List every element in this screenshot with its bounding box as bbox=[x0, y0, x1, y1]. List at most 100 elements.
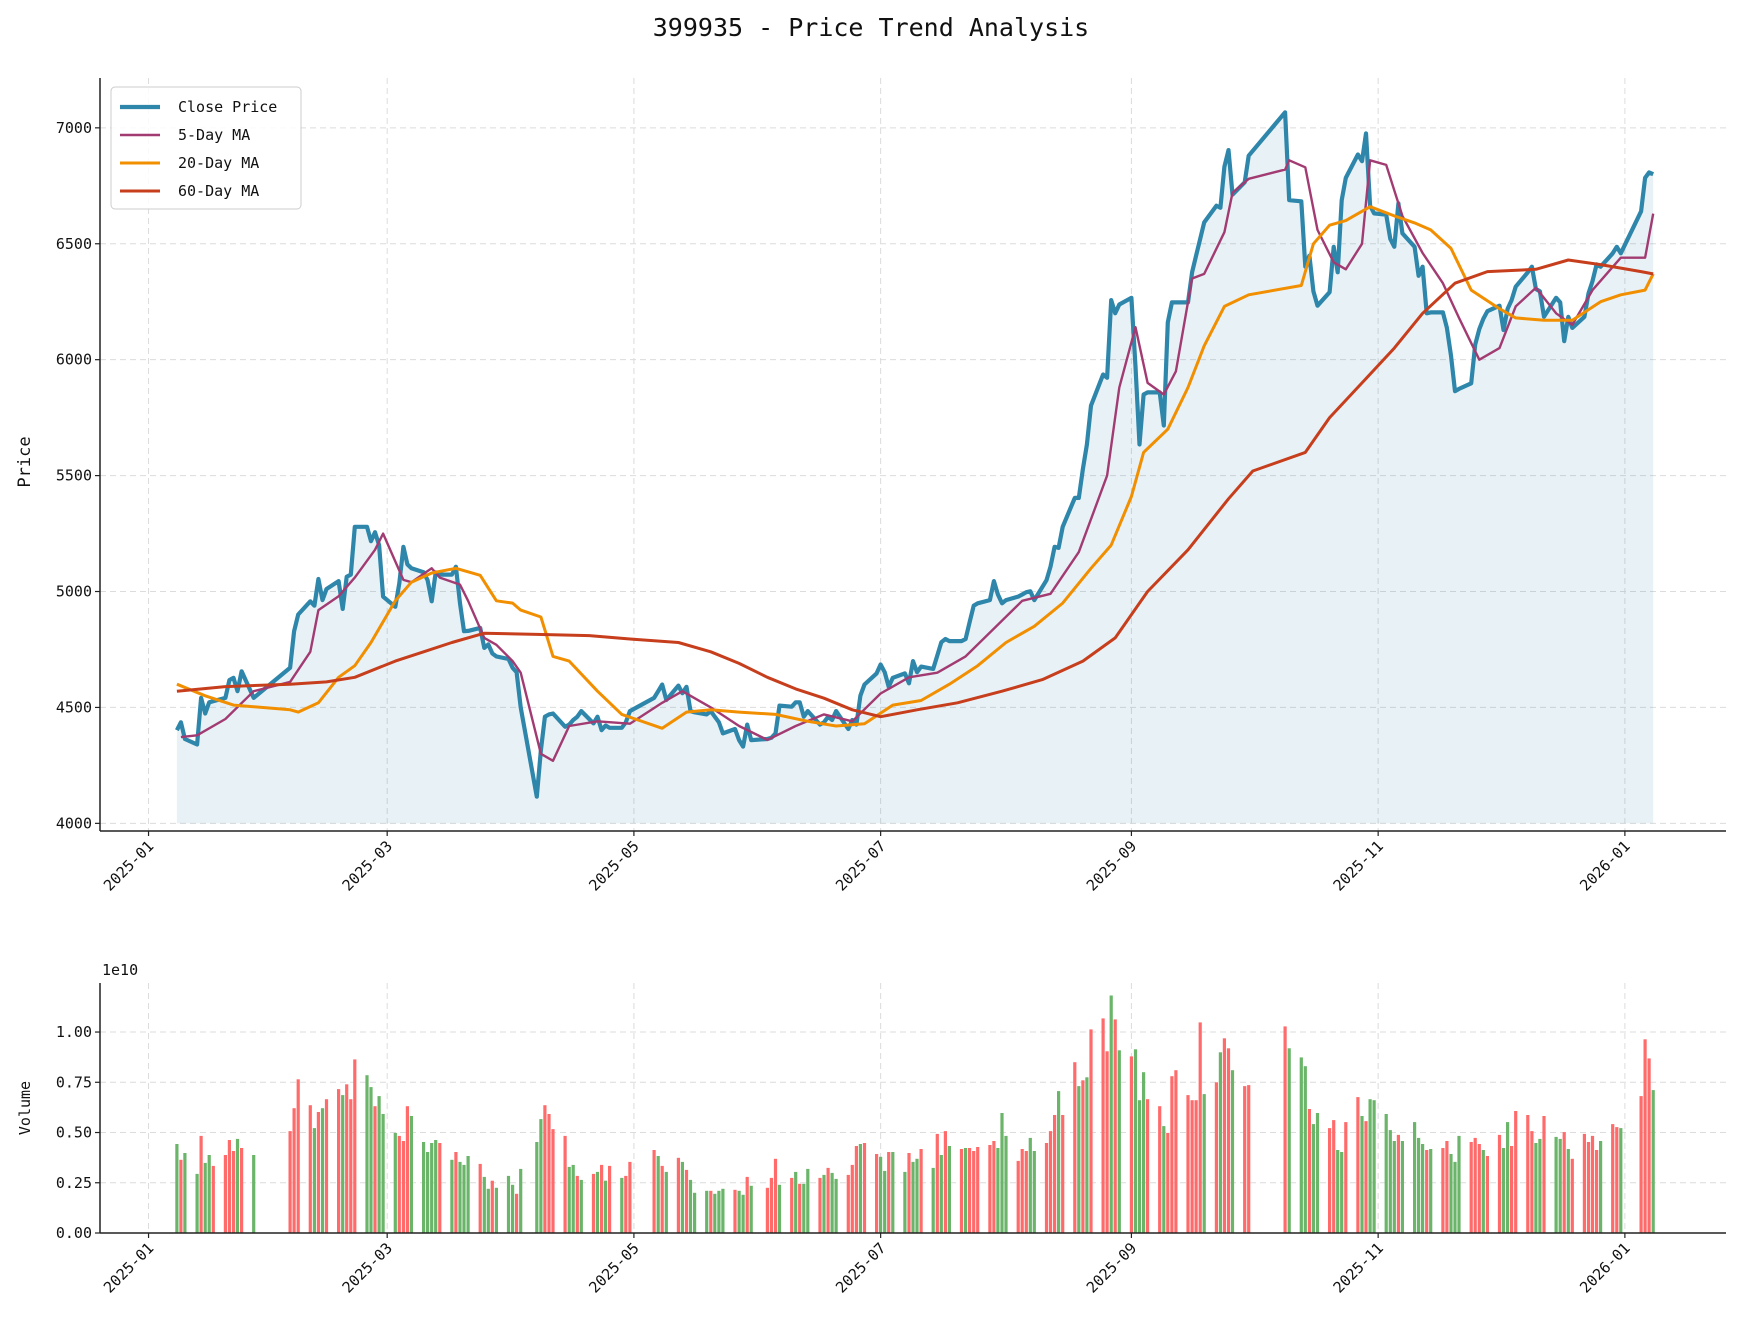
volume-bar bbox=[992, 1141, 996, 1233]
volume-bar bbox=[769, 1177, 773, 1233]
y-tick-label: 4000 bbox=[56, 814, 92, 832]
volume-bar bbox=[543, 1105, 547, 1233]
volume-bar bbox=[1473, 1137, 1477, 1233]
y-tick-label: 5000 bbox=[56, 583, 92, 601]
volume-bar bbox=[1073, 1062, 1077, 1233]
volume-bar bbox=[1501, 1148, 1506, 1233]
legend-label: 5-Day MA bbox=[178, 126, 250, 144]
volume-bar bbox=[798, 1183, 802, 1233]
volume-bar bbox=[915, 1158, 919, 1233]
volume-bar bbox=[733, 1189, 737, 1233]
volume-bar bbox=[1105, 1051, 1109, 1233]
volume-bar bbox=[1514, 1111, 1518, 1233]
volume-bar bbox=[1566, 1149, 1570, 1233]
volume-bar bbox=[777, 1184, 782, 1233]
volume-bar bbox=[919, 1149, 923, 1233]
volume-bar bbox=[1222, 1038, 1226, 1233]
volume-bar bbox=[1053, 1115, 1057, 1233]
volume-bar bbox=[1202, 1094, 1206, 1233]
volume-bar bbox=[312, 1128, 316, 1233]
volume-bar bbox=[1497, 1134, 1502, 1233]
volume-bar bbox=[1590, 1135, 1595, 1233]
volume-bar bbox=[858, 1144, 862, 1233]
volume-bar bbox=[345, 1084, 349, 1233]
volume-bar bbox=[401, 1141, 405, 1233]
volume-bar bbox=[438, 1143, 442, 1233]
volume-bar bbox=[1057, 1091, 1061, 1233]
volume-bar bbox=[1170, 1076, 1174, 1233]
volume-bar bbox=[1615, 1127, 1619, 1233]
volume-bar bbox=[1360, 1116, 1364, 1233]
volume-bar bbox=[664, 1171, 668, 1233]
volume-bar bbox=[879, 1156, 883, 1233]
volume-bar bbox=[1538, 1138, 1542, 1233]
volume-bar bbox=[1364, 1121, 1368, 1233]
volume-bar bbox=[1421, 1144, 1425, 1233]
y-tick-label: 0.25 bbox=[56, 1174, 92, 1192]
volume-bar bbox=[1485, 1156, 1489, 1233]
volume-bar bbox=[551, 1129, 555, 1233]
volume-bar bbox=[1384, 1114, 1388, 1233]
volume-bar bbox=[1510, 1146, 1514, 1233]
ma60-line bbox=[176, 258, 1654, 719]
volume-bar bbox=[1582, 1133, 1586, 1233]
volume-bar bbox=[1392, 1141, 1396, 1233]
volume-bar bbox=[1146, 1099, 1150, 1233]
volume-bar bbox=[717, 1190, 721, 1233]
volume-bar bbox=[705, 1190, 709, 1233]
volume-bar bbox=[292, 1108, 296, 1233]
volume-bar bbox=[235, 1138, 240, 1233]
y-tick-label: 6000 bbox=[56, 351, 92, 369]
volume-bar bbox=[547, 1114, 551, 1233]
volume-bar bbox=[903, 1171, 907, 1233]
volume-bar bbox=[308, 1105, 312, 1233]
volume-bar bbox=[199, 1135, 203, 1233]
volume-bar bbox=[1643, 1039, 1647, 1233]
volume-bar bbox=[1332, 1120, 1336, 1233]
volume-bar bbox=[183, 1153, 187, 1233]
volume-bar bbox=[539, 1119, 543, 1233]
volume-bar bbox=[316, 1112, 320, 1233]
volume-bar bbox=[806, 1168, 810, 1233]
volume-bar bbox=[365, 1075, 369, 1233]
volume-bar bbox=[1417, 1137, 1421, 1233]
price-panel: 4000 4500 5000 5500 6000 6500 7000 2025-01 2025-… bbox=[56, 78, 1726, 895]
volume-bar bbox=[1400, 1141, 1404, 1233]
volume-bar bbox=[1619, 1128, 1623, 1233]
y-tick-label: 7000 bbox=[56, 119, 92, 137]
volume-bar bbox=[1133, 1049, 1138, 1233]
volume-bar bbox=[515, 1193, 519, 1233]
volume-bar bbox=[850, 1164, 854, 1233]
close-price-fill bbox=[176, 112, 1654, 824]
volume-bar bbox=[830, 1172, 834, 1233]
volume-bar bbox=[1303, 1066, 1307, 1233]
volume-bar bbox=[996, 1148, 1000, 1233]
volume-bar bbox=[1647, 1058, 1651, 1233]
volume-bar bbox=[405, 1106, 409, 1233]
volume-bar bbox=[854, 1146, 858, 1233]
x-tick-label: 2025-05 bbox=[585, 837, 642, 894]
volume-bar bbox=[434, 1140, 438, 1233]
volume-bar bbox=[834, 1178, 838, 1233]
volume-bar bbox=[737, 1190, 741, 1233]
volume-bar bbox=[822, 1174, 826, 1233]
volume-bar bbox=[1356, 1097, 1360, 1233]
ma20-line bbox=[176, 205, 1655, 730]
volume-bar bbox=[397, 1135, 401, 1233]
legend-label: 60-Day MA bbox=[178, 182, 259, 200]
volume-bar bbox=[1044, 1143, 1049, 1233]
volume-bar bbox=[680, 1161, 684, 1233]
volume-bar bbox=[862, 1143, 867, 1233]
volume-bar bbox=[227, 1140, 231, 1233]
volume-bar bbox=[1481, 1150, 1485, 1233]
volume-bar bbox=[369, 1087, 373, 1233]
volume-bar bbox=[600, 1164, 604, 1233]
volume-bar bbox=[1000, 1113, 1004, 1233]
volume-bar bbox=[676, 1157, 680, 1233]
volume-bar bbox=[1174, 1070, 1178, 1233]
volume-bar bbox=[506, 1175, 511, 1233]
volume-bar bbox=[1299, 1057, 1303, 1233]
volume-bar bbox=[1336, 1150, 1340, 1233]
volume-bar bbox=[466, 1156, 470, 1233]
volume-bar bbox=[1166, 1132, 1170, 1233]
